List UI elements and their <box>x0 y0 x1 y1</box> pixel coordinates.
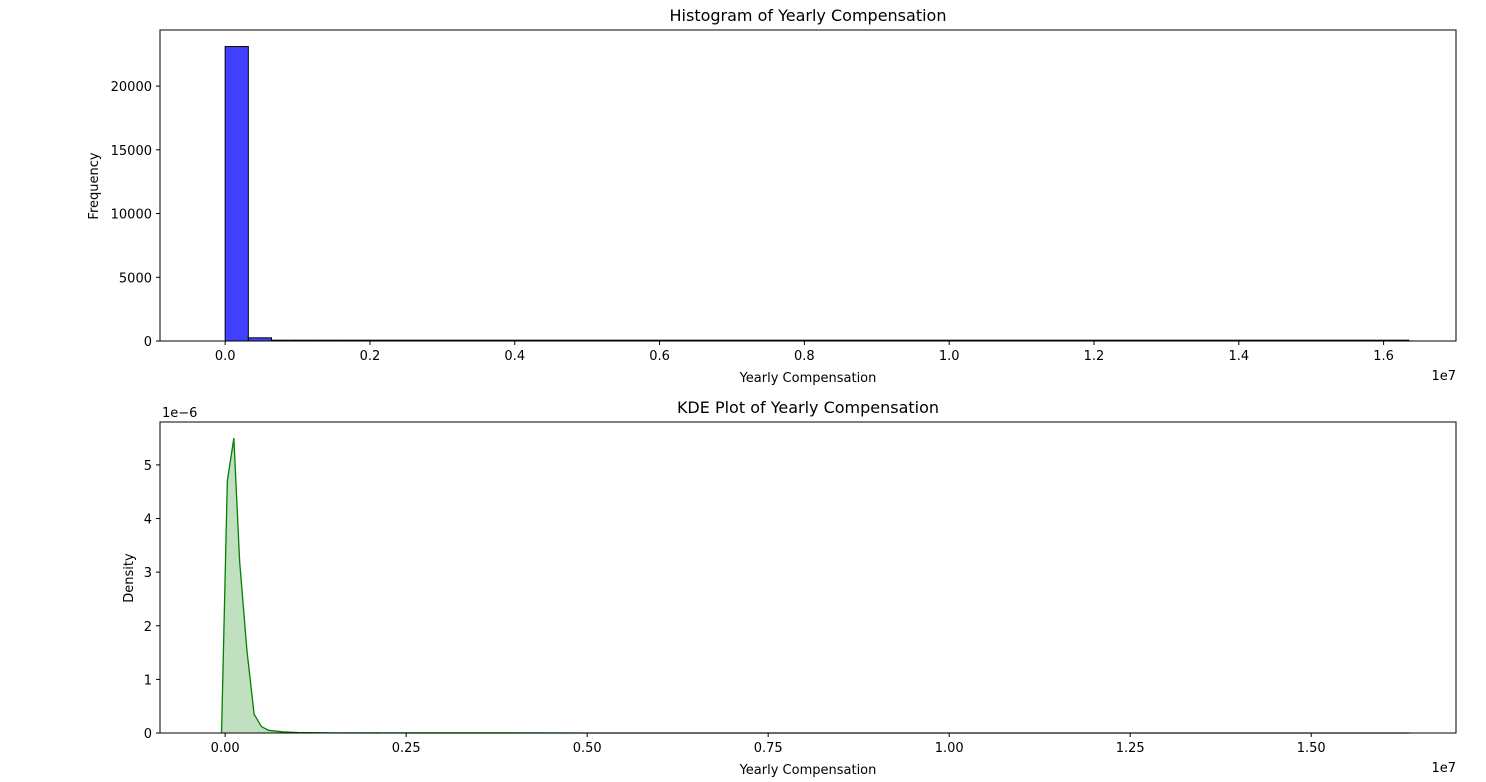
kde-y-offset: 1e−6 <box>162 406 197 421</box>
x-tick-label: 1.0 <box>939 349 960 364</box>
kde-frame <box>159 421 1457 734</box>
kde-title: KDE Plot of Yearly Compensation <box>677 398 939 417</box>
y-tick-label: 10000 <box>111 208 152 223</box>
x-tick-label: 0.75 <box>754 741 783 756</box>
kde-panel: KDE Plot of Yearly Compensation 0.00 0.25… <box>122 398 1457 778</box>
histogram-x-label: Yearly Compensation <box>739 371 877 386</box>
histogram-bars <box>224 46 1410 342</box>
kde-y-label: Density <box>122 553 137 603</box>
kde-x-offset: 1e7 <box>1431 761 1456 776</box>
x-tick-label: 1.00 <box>935 741 964 756</box>
x-tick-label: 0.25 <box>392 741 421 756</box>
x-tick-label: 0.4 <box>504 349 525 364</box>
x-tick-label: 0.6 <box>649 349 670 364</box>
y-tick-label: 20000 <box>111 80 152 95</box>
y-tick-label: 0 <box>144 335 152 350</box>
x-tick-label: 1.6 <box>1373 349 1394 364</box>
x-tick-label: 0.00 <box>211 741 240 756</box>
histogram-bar <box>224 46 249 342</box>
kde-fill <box>221 438 1409 733</box>
y-tick-label: 5 <box>144 459 152 474</box>
histogram-x-offset: 1e7 <box>1431 369 1456 384</box>
y-tick-label: 5000 <box>119 271 152 286</box>
x-tick-label: 1.50 <box>1297 741 1326 756</box>
x-tick-label: 1.4 <box>1228 349 1249 364</box>
x-tick-label: 0.50 <box>573 741 602 756</box>
kde-curve-group <box>220 437 1409 734</box>
y-tick-label: 3 <box>144 566 152 581</box>
x-tick-label: 0.2 <box>360 349 381 364</box>
x-tick-label: 0.8 <box>794 349 815 364</box>
x-tick-label: 1.25 <box>1116 741 1145 756</box>
x-tick-label: 0.0 <box>215 349 236 364</box>
histogram-frame <box>159 29 1457 342</box>
kde-line <box>220 437 1409 734</box>
kde-x-ticks: 0.00 0.25 0.50 0.75 1.00 1.25 1.50 <box>211 733 1326 756</box>
y-tick-label: 15000 <box>111 144 152 159</box>
y-tick-label: 2 <box>144 620 152 635</box>
histogram-y-ticks: 0 5000 10000 15000 20000 <box>111 80 160 350</box>
y-tick-label: 0 <box>144 727 152 742</box>
histogram-x-ticks: 0.0 0.2 0.4 0.6 0.8 1.0 1.2 1.4 1.6 <box>215 341 1394 364</box>
histogram-panel: Histogram of Yearly Compensation 0.0 0.2 0… <box>87 6 1457 386</box>
kde-x-label: Yearly Compensation <box>739 763 877 778</box>
histogram-y-label: Frequency <box>87 152 102 219</box>
kde-y-ticks: 0 1 2 3 4 5 <box>144 459 160 742</box>
histogram-title: Histogram of Yearly Compensation <box>670 6 947 25</box>
y-tick-label: 1 <box>144 673 152 688</box>
x-tick-label: 1.2 <box>1084 349 1105 364</box>
y-tick-label: 4 <box>144 513 152 528</box>
